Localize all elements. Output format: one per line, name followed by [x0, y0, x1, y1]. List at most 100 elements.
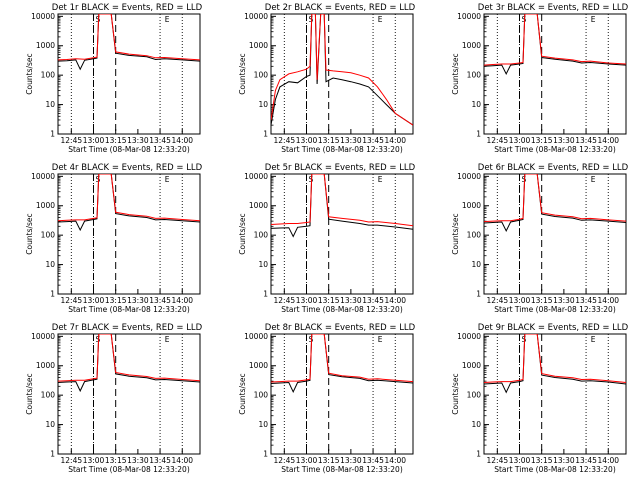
- chart-svg: Det 2r BLACK = Events, RED = LLD S E 1 10 100…: [238, 3, 416, 154]
- y-axis-label: Counts/sec: [451, 53, 460, 94]
- x-tick-label: 13:00: [509, 456, 531, 465]
- series-line-lld: [58, 174, 200, 222]
- x-tick-label: 13:00: [83, 136, 105, 145]
- series-line-events: [271, 14, 413, 126]
- y-tick-label: 10000: [31, 172, 55, 181]
- x-tick-label: 13:45: [362, 136, 384, 145]
- series-line-events: [484, 14, 626, 76]
- y-tick-label: 10: [471, 260, 481, 269]
- x-tick-label: 13:30: [340, 296, 362, 305]
- x-tick-label: 12:45: [487, 136, 509, 145]
- chart-svg: Det 9r BLACK = Events, RED = LLD S E 1 10 100…: [451, 323, 629, 474]
- y-tick-label: 100: [254, 71, 269, 80]
- chart-svg: Det 5r BLACK = Events, RED = LLD S E 1 10 100…: [238, 163, 416, 314]
- x-tick-label: 13:45: [149, 456, 171, 465]
- x-tick-label: 13:45: [362, 456, 384, 465]
- y-tick-label: 10: [45, 260, 55, 269]
- series-line-lld: [484, 174, 626, 223]
- x-tick-label: 14:00: [384, 296, 406, 305]
- x-tick-label: 13:45: [575, 296, 597, 305]
- time-marker-label: E: [378, 15, 383, 24]
- x-tick-label: 13:45: [575, 456, 597, 465]
- series-line-lld: [484, 14, 626, 66]
- x-axis-label: Start Time (08-Mar-08 12:33:20): [68, 145, 190, 154]
- time-marker-label: S: [309, 175, 314, 184]
- series-line-lld: [271, 174, 413, 227]
- y-axis-label: Counts/sec: [25, 213, 34, 254]
- x-tick-label: 13:30: [553, 456, 575, 465]
- series-line-lld: [271, 14, 413, 126]
- x-tick-label: 12:45: [274, 456, 296, 465]
- y-tick-label: 1000: [249, 201, 268, 210]
- chart-title: Det 2r BLACK = Events, RED = LLD: [265, 3, 416, 13]
- x-axis-label: Start Time (08-Mar-08 12:33:20): [68, 305, 190, 314]
- y-tick-label: 10: [258, 420, 268, 429]
- y-axis-label: Counts/sec: [238, 53, 247, 94]
- x-tick-label: 13:15: [318, 456, 340, 465]
- y-axis-label: Counts/sec: [238, 373, 247, 414]
- time-marker-label: E: [165, 335, 170, 344]
- y-tick-label: 1000: [462, 361, 481, 370]
- y-tick-label: 1: [263, 290, 268, 299]
- x-tick-label: 13:30: [340, 456, 362, 465]
- chart-title: Det 3r BLACK = Events, RED = LLD: [478, 3, 629, 13]
- chart-panel: Det 7r BLACK = Events, RED = LLD S E 1 10 100…: [0, 320, 213, 480]
- y-tick-label: 1000: [36, 201, 55, 210]
- chart-svg: Det 8r BLACK = Events, RED = LLD S E 1 10 100…: [238, 323, 416, 474]
- time-marker-label: S: [96, 175, 101, 184]
- y-tick-label: 1: [476, 450, 481, 459]
- time-marker-label: E: [378, 175, 383, 184]
- x-tick-label: 13:15: [105, 136, 127, 145]
- chart-title: Det 8r BLACK = Events, RED = LLD: [265, 323, 416, 333]
- y-tick-label: 10000: [31, 332, 55, 341]
- y-tick-label: 10: [45, 100, 55, 109]
- x-tick-label: 13:45: [149, 296, 171, 305]
- series-line-events: [484, 334, 626, 394]
- y-tick-label: 1: [50, 130, 55, 139]
- x-tick-label: 12:45: [487, 456, 509, 465]
- series-line-events: [58, 14, 200, 71]
- y-axis-label: Counts/sec: [451, 213, 460, 254]
- chart-title: Det 4r BLACK = Events, RED = LLD: [52, 163, 203, 173]
- x-tick-label: 14:00: [384, 456, 406, 465]
- chart-title: Det 7r BLACK = Events, RED = LLD: [52, 323, 203, 333]
- x-tick-label: 13:00: [296, 296, 318, 305]
- x-tick-label: 12:45: [274, 136, 296, 145]
- y-tick-label: 1000: [249, 41, 268, 50]
- x-axis-label: Start Time (08-Mar-08 12:33:20): [494, 305, 616, 314]
- y-tick-label: 1: [50, 290, 55, 299]
- y-tick-label: 10000: [244, 332, 268, 341]
- y-axis-label: Counts/sec: [238, 213, 247, 254]
- x-tick-label: 14:00: [597, 136, 619, 145]
- x-tick-label: 14:00: [597, 296, 619, 305]
- x-tick-label: 12:45: [274, 296, 296, 305]
- chart-title: Det 5r BLACK = Events, RED = LLD: [265, 163, 416, 173]
- chart-svg: Det 7r BLACK = Events, RED = LLD S E 1 10 100…: [25, 323, 203, 474]
- x-tick-label: 13:00: [83, 456, 105, 465]
- y-tick-label: 10000: [244, 12, 268, 21]
- x-tick-label: 12:45: [61, 456, 83, 465]
- chart-panel: Det 8r BLACK = Events, RED = LLD S E 1 10 100…: [213, 320, 426, 480]
- series-line-events: [484, 174, 626, 233]
- y-tick-label: 100: [467, 231, 482, 240]
- x-tick-label: 13:00: [296, 136, 318, 145]
- x-tick-label: 12:45: [487, 296, 509, 305]
- x-tick-label: 13:15: [105, 456, 127, 465]
- x-tick-label: 13:15: [318, 136, 340, 145]
- y-axis-label: Counts/sec: [451, 373, 460, 414]
- x-tick-label: 13:15: [531, 136, 553, 145]
- series-line-lld: [271, 334, 413, 383]
- y-tick-label: 100: [467, 391, 482, 400]
- series-line-lld: [58, 14, 200, 61]
- time-marker-label: S: [309, 15, 314, 24]
- x-tick-label: 13:30: [553, 296, 575, 305]
- x-tick-label: 13:15: [531, 296, 553, 305]
- series-line-lld: [58, 334, 200, 382]
- chart-panel: Det 6r BLACK = Events, RED = LLD S E 1 10 100…: [426, 160, 639, 320]
- plot-frame: [483, 173, 627, 295]
- y-tick-label: 1000: [462, 201, 481, 210]
- time-marker-label: E: [165, 175, 170, 184]
- y-axis-label: Counts/sec: [25, 373, 34, 414]
- time-marker-label: S: [522, 15, 527, 24]
- y-tick-label: 1000: [249, 361, 268, 370]
